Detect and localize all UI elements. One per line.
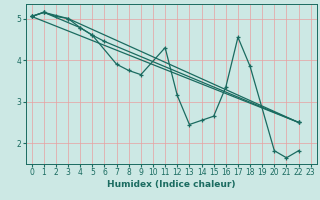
X-axis label: Humidex (Indice chaleur): Humidex (Indice chaleur) (107, 180, 236, 189)
